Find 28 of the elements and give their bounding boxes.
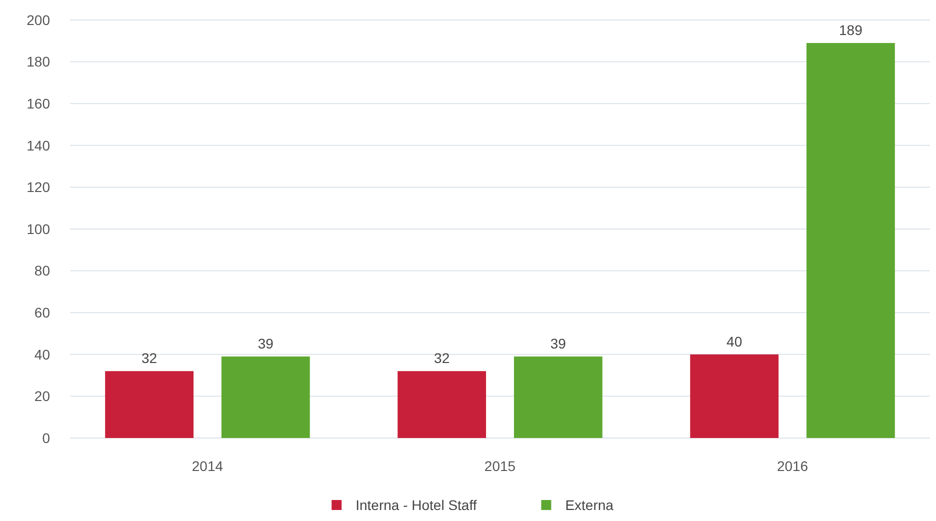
legend-label: Interna - Hotel Staff (356, 497, 477, 513)
y-tick-label: 100 (26, 220, 50, 237)
y-tick-label: 120 (26, 179, 50, 196)
y-tick-label: 140 (26, 137, 50, 154)
data-label: 189 (839, 22, 863, 38)
y-tick-label: 200 (26, 12, 50, 28)
y-tick-label: 0 (42, 430, 50, 446)
data-label: 32 (434, 350, 450, 366)
y-tick-label: 180 (26, 54, 50, 70)
bar (221, 356, 310, 438)
y-tick-label: 80 (34, 262, 50, 279)
legend-label: Externa (565, 497, 614, 513)
bar (690, 354, 779, 438)
x-tick-label: 2014 (192, 458, 224, 474)
bar (398, 371, 486, 438)
y-tick-label: 160 (26, 96, 50, 112)
x-tick-label: 2016 (776, 458, 808, 474)
data-label: 39 (550, 335, 566, 352)
bar (105, 371, 194, 438)
y-tick-label: 60 (34, 304, 50, 320)
data-label: 39 (258, 335, 274, 352)
bar (806, 42, 895, 438)
y-tick-label: 40 (34, 346, 50, 362)
bar (514, 356, 602, 438)
y-tick-label: 20 (34, 388, 50, 404)
data-label: 40 (726, 333, 742, 350)
x-tick-label: 2015 (484, 458, 516, 474)
data-label: 32 (142, 350, 158, 366)
